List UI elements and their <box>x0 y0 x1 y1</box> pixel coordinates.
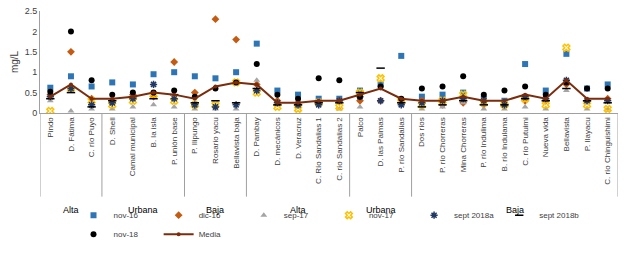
svg-text:Nueva vida: Nueva vida <box>541 117 550 158</box>
svg-text:P. río Chorreras: P. río Chorreras <box>438 117 447 173</box>
svg-text:D. Pambay: D. Pambay <box>252 117 261 157</box>
svg-text:C. río Putuimi: C. río Putuimi <box>521 117 530 166</box>
svg-text:Bellavista baja: Bellavista baja <box>232 117 241 169</box>
svg-text:Baja: Baja <box>506 205 524 215</box>
svg-text:P. río Indulima: P. río Indulima <box>479 117 488 168</box>
svg-text:0.5: 0.5 <box>25 88 38 98</box>
svg-text:D. Shell: D. Shell <box>108 117 117 145</box>
svg-text:0: 0 <box>32 108 37 118</box>
svg-text:Urbana: Urbana <box>366 205 396 215</box>
svg-text:2.5: 2.5 <box>25 6 38 16</box>
svg-text:Palco: Palco <box>356 117 365 138</box>
svg-text:Media: Media <box>199 230 221 239</box>
svg-text:Mina Chorreras: Mina Chorreras <box>459 117 468 172</box>
svg-text:C. río Sandalias 2: C. río Sandalias 2 <box>335 117 344 181</box>
svg-text:P. Ilipungo: P. Ilipungo <box>190 117 199 154</box>
svg-text:Pindo: Pindo <box>46 117 55 138</box>
svg-text:dic-16: dic-16 <box>199 211 221 220</box>
svg-text:C. río Chinguishimi: C. río Chinguishimi <box>603 117 612 185</box>
svg-text:D. Veracruz: D. Veracruz <box>294 117 303 159</box>
svg-text:nov-17: nov-17 <box>369 211 394 220</box>
svg-text:Rosario yacu: Rosario yacu <box>211 117 220 164</box>
svg-text:B. río Indulama: B. río Indulama <box>500 117 509 172</box>
svg-text:D. mecánicos: D. mecánicos <box>273 117 282 165</box>
svg-text:Camal municipal: Camal municipal <box>128 117 137 176</box>
svg-text:Dos ríos: Dos ríos <box>417 117 426 147</box>
svg-text:sept 2018a: sept 2018a <box>454 211 494 220</box>
svg-text:sep-17: sep-17 <box>284 211 309 220</box>
svg-text:P. unión base: P. unión base <box>170 117 179 165</box>
svg-text:nov-18: nov-18 <box>114 230 139 239</box>
svg-text:D. las Palmas: D. las Palmas <box>376 117 385 166</box>
svg-text:Alta: Alta <box>290 205 306 215</box>
svg-text:C. río Puyo: C. río Puyo <box>87 117 96 158</box>
svg-text:Alta: Alta <box>63 205 79 215</box>
svg-text:B. la isla: B. la isla <box>149 117 158 148</box>
svg-text:D. Fátima: D. Fátima <box>67 117 76 152</box>
svg-text:1: 1 <box>32 67 37 77</box>
svg-text:P. Ilayacu: P. Ilayacu <box>583 117 592 151</box>
svg-text:P. río Sandalias: P. río Sandalias <box>397 117 406 172</box>
svg-text:nov-16: nov-16 <box>114 211 139 220</box>
svg-text:1.5: 1.5 <box>25 47 38 57</box>
svg-text:Bellavista: Bellavista <box>562 117 571 152</box>
svg-text:mg/L: mg/L <box>9 50 20 73</box>
svg-text:sept 2018b: sept 2018b <box>539 211 579 220</box>
svg-text:2: 2 <box>32 27 37 37</box>
svg-text:Urbana: Urbana <box>128 205 158 215</box>
svg-text:Baja: Baja <box>206 205 224 215</box>
svg-text:C. Río Sandalias 1: C. Río Sandalias 1 <box>314 117 323 184</box>
